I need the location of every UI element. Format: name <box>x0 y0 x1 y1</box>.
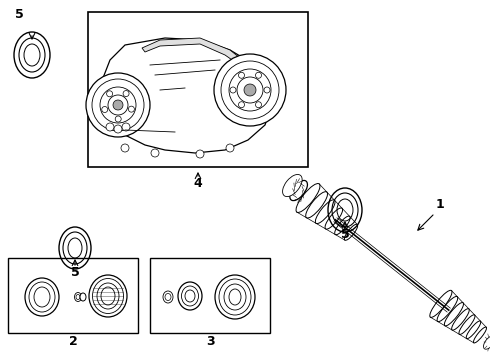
Circle shape <box>255 102 262 108</box>
Circle shape <box>113 100 123 110</box>
Text: 5: 5 <box>71 266 79 279</box>
Circle shape <box>239 72 245 78</box>
Ellipse shape <box>215 275 255 319</box>
Polygon shape <box>142 38 240 62</box>
Polygon shape <box>100 38 272 153</box>
Circle shape <box>106 123 114 131</box>
Circle shape <box>255 72 262 78</box>
Circle shape <box>107 91 113 97</box>
Text: 1: 1 <box>436 198 444 211</box>
Circle shape <box>123 91 129 96</box>
Circle shape <box>196 150 204 158</box>
Circle shape <box>115 116 121 122</box>
Bar <box>150 258 270 333</box>
Circle shape <box>114 125 122 133</box>
Circle shape <box>264 87 270 93</box>
Circle shape <box>122 123 130 131</box>
Circle shape <box>230 87 236 93</box>
Ellipse shape <box>283 175 302 197</box>
Circle shape <box>121 144 129 152</box>
Circle shape <box>102 107 108 113</box>
Ellipse shape <box>89 275 127 317</box>
Text: 2: 2 <box>69 335 77 348</box>
Bar <box>88 12 308 167</box>
Circle shape <box>86 73 150 137</box>
Circle shape <box>226 144 234 152</box>
Text: 3: 3 <box>206 335 214 348</box>
Ellipse shape <box>484 336 490 349</box>
Ellipse shape <box>163 291 173 303</box>
Text: 5: 5 <box>15 8 24 21</box>
Text: 4: 4 <box>194 177 202 190</box>
Ellipse shape <box>290 180 307 201</box>
Circle shape <box>239 102 245 108</box>
Circle shape <box>151 149 159 157</box>
Text: 5: 5 <box>341 228 349 241</box>
Ellipse shape <box>74 292 81 302</box>
Circle shape <box>244 84 256 96</box>
Circle shape <box>128 106 134 112</box>
Circle shape <box>214 54 286 126</box>
Ellipse shape <box>178 282 202 310</box>
Bar <box>8 258 138 333</box>
Ellipse shape <box>80 293 86 301</box>
